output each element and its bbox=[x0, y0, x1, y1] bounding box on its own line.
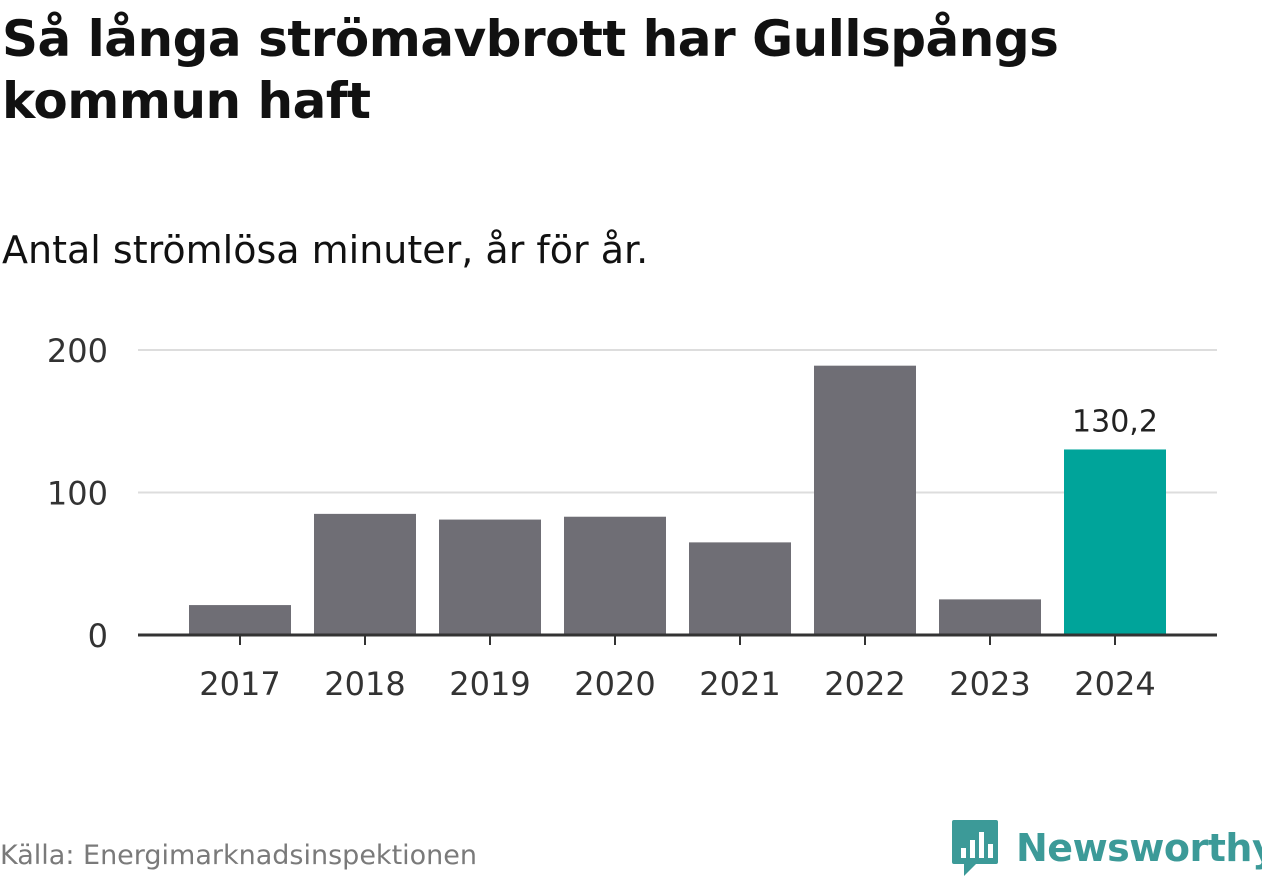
chart-title: Så långa strömavbrott har Gullspångs kom… bbox=[2, 10, 1059, 130]
bar-chart: 0 100 200 2017 2018 2019 2020 2021 2022 2023 2024… bbox=[47, 332, 1217, 703]
brand-logo: Newsworthy bbox=[950, 818, 1262, 878]
x-tick-label: 2021 bbox=[699, 665, 780, 703]
x-tick-label: 2019 bbox=[449, 665, 530, 703]
gridlines bbox=[138, 349, 1217, 494]
brand-name: Newsworthy bbox=[1016, 826, 1262, 870]
x-tick-label: 2023 bbox=[949, 665, 1030, 703]
data-label-2024: 130,2 bbox=[1072, 404, 1158, 439]
y-tick-label: 0 bbox=[88, 617, 108, 655]
bar-2019 bbox=[439, 519, 541, 635]
x-tick-label: 2018 bbox=[324, 665, 405, 703]
y-tick-label: 100 bbox=[47, 475, 108, 513]
x-tick-label: 2024 bbox=[1074, 665, 1155, 703]
bar-2022 bbox=[814, 365, 916, 635]
x-tick-label: 2022 bbox=[824, 665, 905, 703]
bar-2024 bbox=[1064, 449, 1166, 635]
bar-2017 bbox=[189, 605, 291, 635]
bar-2021 bbox=[689, 542, 791, 635]
x-tick-label: 2017 bbox=[199, 665, 280, 703]
source-note: Källa: Energimarknadsinspektionen bbox=[0, 840, 478, 871]
x-axis-ticks: 2017 2018 2019 2020 2021 2022 2023 2024 bbox=[199, 635, 1156, 703]
newsworthy-logo-icon bbox=[952, 820, 998, 876]
chart-subtitle: Antal strömlösa minuter, år för år. bbox=[2, 228, 649, 272]
bar-2020 bbox=[564, 516, 666, 635]
bar-2018 bbox=[314, 513, 416, 635]
y-tick-label: 200 bbox=[47, 332, 108, 370]
bars bbox=[189, 365, 1166, 635]
x-tick-label: 2020 bbox=[574, 665, 655, 703]
bar-2023 bbox=[939, 599, 1041, 635]
y-axis-ticks: 0 100 200 bbox=[47, 332, 108, 655]
data-labels: 130,2 bbox=[1072, 404, 1158, 439]
